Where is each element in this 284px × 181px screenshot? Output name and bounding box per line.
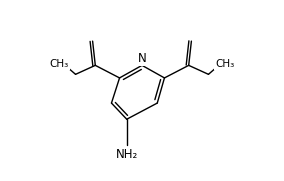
Text: NH₂: NH₂ [116,148,138,161]
Text: CH₃: CH₃ [49,59,69,69]
Text: CH₃: CH₃ [215,59,235,69]
Text: N: N [138,52,146,65]
